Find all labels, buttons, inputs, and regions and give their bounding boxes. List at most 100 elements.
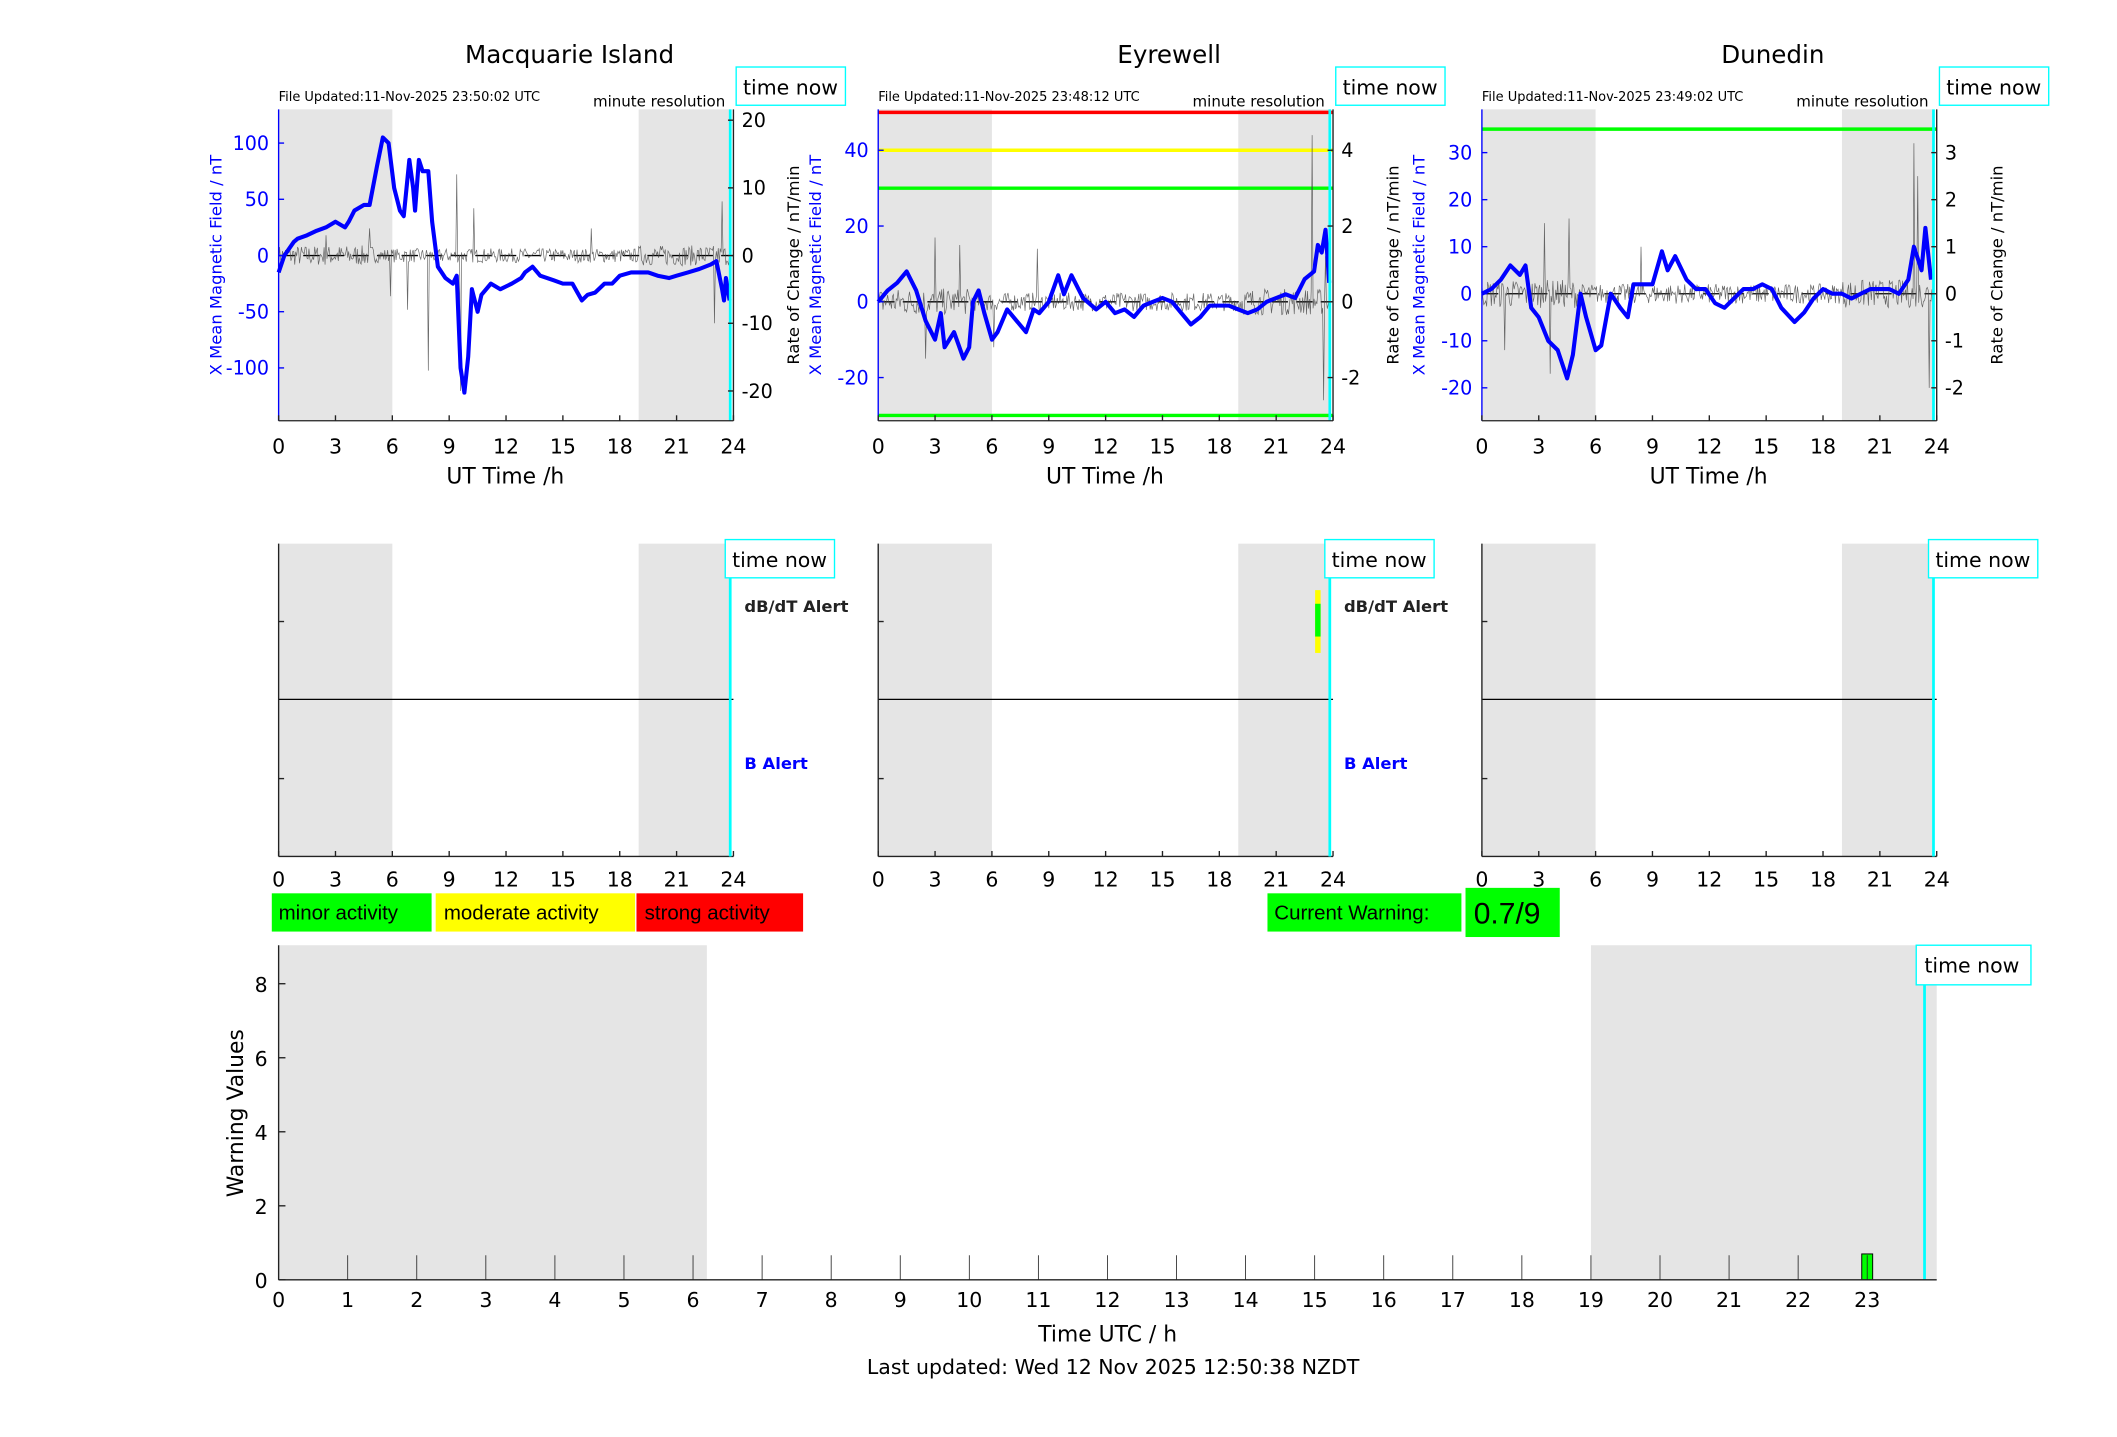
- x-tick-label: 10: [956, 1288, 982, 1312]
- left-tick-label: 0: [257, 244, 269, 267]
- station-title: Dunedin: [1721, 40, 1824, 69]
- x-tick-label: 12: [1094, 1288, 1120, 1312]
- x-field-line: [1480, 225, 1934, 381]
- x-tick-label: 6: [1589, 867, 1602, 891]
- x-tick-label: 3: [1532, 435, 1545, 459]
- x-tick-label: 9: [1042, 867, 1055, 891]
- x-tick-label: 9: [1646, 435, 1659, 459]
- legend-moderate-label: moderate activity: [444, 901, 599, 924]
- left-tick-label: -20: [837, 366, 868, 389]
- x-tick-label: 12: [1696, 867, 1722, 891]
- file-updated: File Updated:11-Nov-2025 23:48:12 UTC: [878, 90, 1139, 105]
- alert-panel: 0 3 6 9 12 15 18 21 24 time now dB/dT Alert B Alert: [872, 538, 1448, 891]
- x-tick-label: 9: [1646, 867, 1659, 891]
- x-tick-label: 9: [443, 435, 456, 459]
- x-tick-label: 15: [1753, 867, 1779, 891]
- x-tick-label: 3: [329, 435, 342, 459]
- left-tick-label: 30: [1448, 141, 1472, 164]
- left-tick-label: -50: [238, 301, 269, 324]
- x-tick-label: 0: [1475, 867, 1488, 891]
- night-shading: [278, 109, 393, 421]
- right-tick-label: -2: [1341, 366, 1360, 389]
- right-axis-label: Rate of Change / nT/min: [1987, 165, 2006, 364]
- x-tick-label: 11: [1025, 1288, 1051, 1312]
- y-tick-label: 8: [255, 973, 268, 997]
- y-tick-label: 6: [255, 1047, 268, 1071]
- x-tick-label: 12: [1093, 435, 1119, 459]
- x-tick-label: 15: [550, 867, 576, 891]
- right-tick-label: 1: [1945, 236, 1957, 259]
- x-tick-label: 21: [664, 435, 690, 459]
- x-tick-label: 18: [1206, 435, 1232, 459]
- x-axis-label: UT Time /h: [1650, 465, 1768, 490]
- x-tick-label: 9: [894, 1288, 907, 1312]
- right-tick-label: 2: [1341, 215, 1353, 238]
- right-tick-label: 0: [1945, 283, 1957, 306]
- x-tick-label: 16: [1371, 1288, 1397, 1312]
- left-tick-label: 20: [844, 215, 868, 238]
- x-tick-label: 6: [985, 867, 998, 891]
- x-tick-label: 21: [1716, 1288, 1742, 1312]
- footer-last-updated: Last updated: Wed 12 Nov 2025 12:50:38 N…: [867, 1355, 1360, 1379]
- x-tick-label: 3: [479, 1288, 492, 1312]
- x-tick-label: 18: [1810, 867, 1836, 891]
- left-tick-label: 0: [856, 291, 868, 314]
- left-axis-label: X Mean Magnetic Field / nT: [206, 154, 225, 376]
- time-now-box: [1324, 538, 1435, 579]
- time-now-box: [735, 66, 847, 106]
- right-tick-label: -20: [742, 380, 773, 403]
- dbdt-alert-label: dB/dT Alert: [1344, 597, 1448, 616]
- left-tick-label: -10: [1441, 330, 1472, 353]
- x-tick-label: 24: [1320, 867, 1346, 891]
- night-shading: [878, 109, 992, 421]
- x-tick-label: 1: [341, 1288, 354, 1312]
- right-tick-label: -10: [742, 312, 773, 335]
- x-tick-label: 20: [1647, 1288, 1673, 1312]
- x-tick-label: 22: [1785, 1288, 1811, 1312]
- x-tick-label: 12: [1696, 435, 1722, 459]
- alert-panel: 0 3 6 9 12 15 18 21 24 time now: [1475, 538, 2039, 891]
- x-tick-label: 21: [1867, 867, 1893, 891]
- x-axis-label: UT Time /h: [446, 465, 564, 490]
- left-tick-label: 0: [1460, 283, 1472, 306]
- left-tick-label: 20: [1448, 188, 1472, 211]
- legend-strong-swatch: [636, 893, 804, 932]
- left-tick-label: 100: [233, 132, 269, 155]
- x-tick-label: 24: [1924, 435, 1950, 459]
- time-now-label: time now: [732, 548, 827, 572]
- x-tick-label: 8: [825, 1288, 838, 1312]
- x-tick-label: 18: [1509, 1288, 1535, 1312]
- x-axis-label: UT Time /h: [1046, 465, 1164, 490]
- y-tick-label: 4: [255, 1121, 268, 1145]
- x-tick-label: 0: [1475, 435, 1488, 459]
- x-tick-label: 14: [1233, 1288, 1259, 1312]
- x-tick-label: 6: [386, 435, 399, 459]
- x-tick-label: 23: [1854, 1288, 1880, 1312]
- x-tick-label: 15: [1753, 435, 1779, 459]
- x-tick-label: 0: [272, 435, 285, 459]
- x-tick-label: 21: [664, 867, 690, 891]
- y-tick-label: 0: [255, 1269, 268, 1293]
- right-tick-label: 10: [742, 177, 766, 200]
- x-tick-label: 24: [720, 867, 746, 891]
- x-tick-label: 0: [272, 1288, 285, 1312]
- y-axis-label: Warning Values: [224, 1029, 249, 1197]
- resolution-label: minute resolution: [1796, 93, 1928, 111]
- left-tick-label: 10: [1448, 236, 1472, 259]
- legend-minor-label: minor activity: [279, 901, 399, 924]
- x-tick-label: 3: [929, 435, 942, 459]
- x-tick-label: 18: [607, 867, 633, 891]
- x-tick-label: 5: [617, 1288, 630, 1312]
- dbdt-alert-label: dB/dT Alert: [744, 597, 848, 616]
- x-tick-label: 7: [756, 1288, 769, 1312]
- x-axis-label: Time UTC / h: [1037, 1322, 1177, 1347]
- current-warning: Current Warning: 0.7/9: [1267, 887, 1560, 938]
- time-now-label: time now: [1343, 75, 1438, 99]
- rate-of-change-line: [877, 135, 1330, 401]
- night-shading: [1481, 109, 1596, 421]
- x-tick-label: 0: [872, 435, 885, 459]
- left-axis-label: X Mean Magnetic Field / nT: [806, 154, 825, 376]
- night-shading: [278, 945, 707, 1280]
